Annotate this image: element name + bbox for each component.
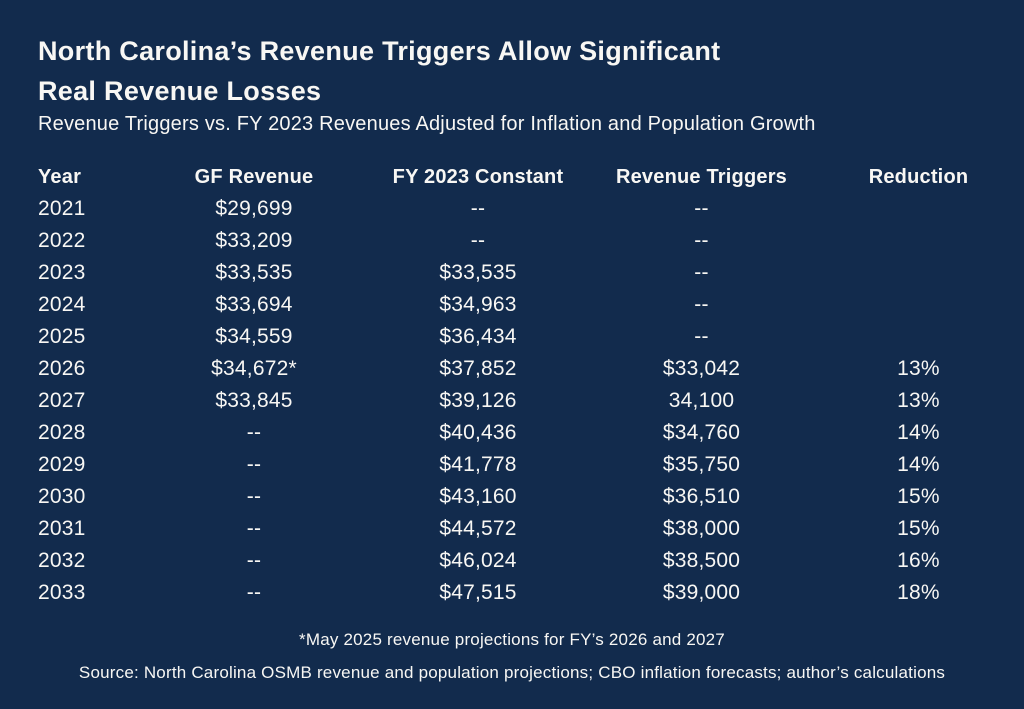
table-row: 2025 $34,559 $36,434 --	[38, 321, 1024, 353]
table-cell: 16%	[897, 549, 940, 572]
column-header-revenue-triggers: Revenue Triggers	[615, 165, 788, 188]
table-cell: $36,510	[662, 485, 741, 508]
table-cell: 2028	[38, 421, 86, 444]
table-cell: 13%	[897, 389, 940, 412]
table-cell: $47,515	[439, 581, 517, 604]
table-row: 2028 -- $40,436 $34,760 14%	[38, 417, 1024, 449]
table-cell: --	[246, 453, 262, 476]
table-cell: $34,672*	[211, 357, 297, 380]
table-cell: 2026	[38, 357, 86, 380]
table-row: 2023 $33,535 $33,535 --	[38, 257, 1024, 289]
table-cell: 2029	[38, 453, 86, 476]
table-cell: --	[246, 421, 262, 444]
table-cell: $43,160	[439, 485, 517, 508]
table-cell: $36,434	[439, 325, 517, 348]
table-cell: $33,535	[215, 261, 293, 284]
table-footnote: *May 2025 revenue projections for FY’s 2…	[299, 630, 725, 649]
page-subtitle: Revenue Triggers vs. FY 2023 Revenues Ad…	[38, 113, 816, 135]
table-cell: --	[246, 517, 262, 540]
table-cell: --	[470, 197, 486, 220]
table-cell: $37,852	[439, 357, 517, 380]
table-cell: --	[694, 261, 709, 284]
table-row: 2024 $33,694 $34,963 --	[38, 289, 1024, 321]
page-title: North Carolina’s Revenue Triggers Allow …	[38, 36, 721, 106]
table-cell: $44,572	[439, 517, 517, 540]
table-row: 2021 $29,699 -- --	[38, 193, 1024, 225]
table-cell: $34,963	[439, 293, 517, 316]
table-row: 2022 $33,209 -- --	[38, 225, 1024, 257]
table-cell: $40,436	[439, 421, 517, 444]
table-cell: $33,694	[215, 293, 293, 316]
table-cell: --	[246, 485, 262, 508]
table-cell: --	[246, 581, 262, 604]
column-header-gf-revenue: GF Revenue	[194, 165, 314, 188]
table-cell: --	[694, 325, 709, 348]
table-cell: 2032	[38, 549, 86, 572]
table-cell: --	[694, 293, 709, 316]
table-row: 2027 $33,845 $39,126 34,100 13%	[38, 385, 1024, 417]
table-row: 2029 -- $41,778 $35,750 14%	[38, 449, 1024, 481]
table-cell: $39,000	[662, 581, 741, 604]
table-cell: $33,535	[439, 261, 517, 284]
table-cell: $38,500	[662, 549, 741, 572]
table-row: 2032 -- $46,024 $38,500 16%	[38, 545, 1024, 577]
table-cell: 2024	[38, 293, 86, 316]
table-cell: 14%	[897, 453, 940, 476]
table-cell: 2021	[38, 197, 86, 220]
column-header-year: Year	[38, 165, 82, 188]
table-cell: 13%	[897, 357, 940, 380]
column-header-reduction: Reduction	[868, 165, 969, 188]
table-cell: 2031	[38, 517, 86, 540]
table-cell: 2027	[38, 389, 86, 412]
table-row: 2030 -- $43,160 $36,510 15%	[38, 481, 1024, 513]
table-cell: $34,760	[662, 421, 741, 444]
table-cell: --	[694, 197, 709, 220]
table-cell: $34,559	[215, 325, 293, 348]
table-cell: 15%	[897, 517, 940, 540]
table-cell: 15%	[897, 485, 940, 508]
table-cell: 2030	[38, 485, 86, 508]
table-cell: --	[694, 229, 709, 252]
table-header-row: Year GF Revenue FY 2023 Constant Revenue Tr…	[38, 161, 1024, 193]
revenue-table: Year GF Revenue FY 2023 Constant Revenue Tr…	[38, 161, 1024, 609]
table-cell: 2022	[38, 229, 86, 252]
table-cell: $33,042	[662, 357, 741, 380]
table-cell: $41,778	[439, 453, 517, 476]
table-cell: 2033	[38, 581, 86, 604]
table-cell: --	[246, 549, 262, 572]
table-row: 2026 $34,672* $37,852 $33,042 13%	[38, 353, 1024, 385]
table-cell: 2023	[38, 261, 86, 284]
table-row: 2031 -- $44,572 $38,000 15%	[38, 513, 1024, 545]
table-cell: 18%	[897, 581, 940, 604]
table-cell: $35,750	[662, 453, 741, 476]
column-header-fy-2023-constant: FY 2023 Constant	[392, 165, 564, 188]
table-cell: 2025	[38, 325, 86, 348]
table-cell: --	[470, 229, 486, 252]
table-row: 2033 -- $47,515 $39,000 18%	[38, 577, 1024, 609]
table-cell: $38,000	[662, 517, 741, 540]
table-cell: $33,209	[215, 229, 293, 252]
table-cell: 34,100	[668, 389, 735, 412]
table-cell: $46,024	[439, 549, 517, 572]
table-cell: 14%	[897, 421, 940, 444]
table-cell: $29,699	[215, 197, 293, 220]
table-cell: $39,126	[439, 389, 517, 412]
table-cell: $33,845	[215, 389, 293, 412]
source-attribution: Source: North Carolina OSMB revenue and …	[78, 663, 946, 682]
